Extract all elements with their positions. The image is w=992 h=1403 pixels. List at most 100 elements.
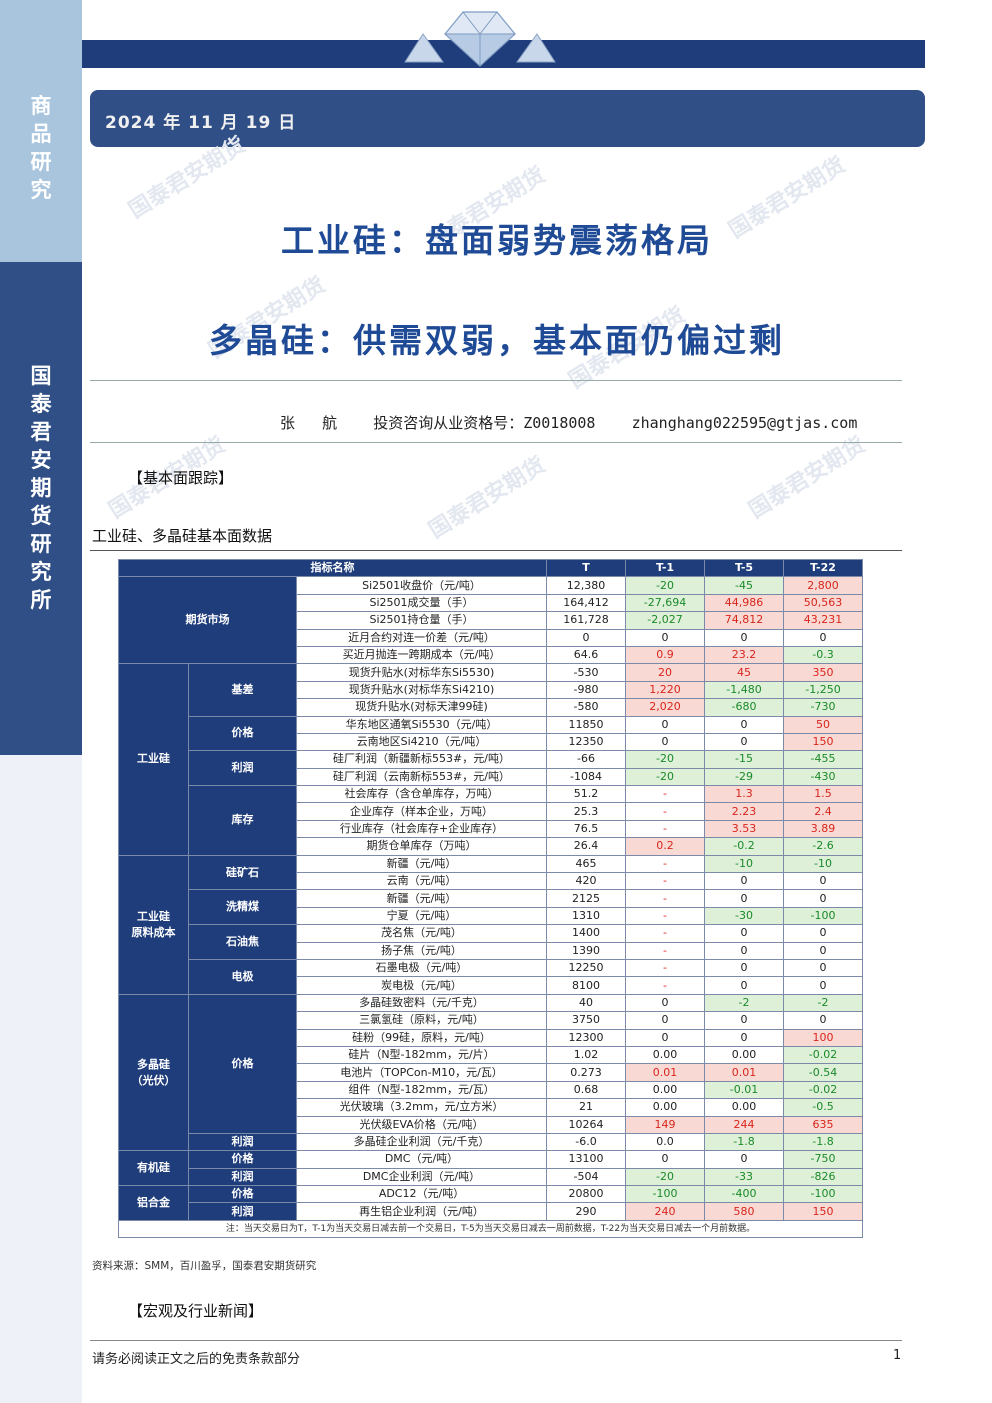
value-t5: 0 [704,872,785,891]
value-t5: 3.53 [704,819,785,839]
value-t: 21 [546,1098,627,1117]
sidebar-char: 品 [30,121,52,146]
subgroup-label: 利润 [188,1202,297,1221]
value-t5: 244 [704,1115,785,1134]
table-row: 硅片（N型-182mm，元/片） 1.02 0.00 0.00 -0.02 [119,1045,864,1065]
group-label: 工业硅 原料成本 [118,854,189,995]
table-row: 企业库存（样本企业，万吨） 25.3-2.23 2.4 [119,802,864,821]
indicator-name: ADC12（元/吨） [295,1185,548,1204]
indicator-name: Si2501成交量（手） [295,593,548,613]
value-t22: 2.4 [783,802,864,821]
value-t5: -33 [704,1167,785,1187]
fundamentals-table: 指标名称 T T-1 T-5 T-22 期货市场 Si2501收盘价（元/吨） 12… [117,558,864,1239]
value-t: 1.02 [546,1045,627,1065]
value-t1: 1,220 [625,680,706,700]
value-t1: 0.00 [625,1045,706,1065]
value-t5: 0 [704,1150,785,1169]
table-row: 工业硅 基差 现货升贴水(对标华东Si5530) -530 20 45 350 [118,663,864,856]
value-t5: -45 [704,576,785,595]
watermark: 国泰君安期货 [424,452,550,544]
value-t22: 50,563 [783,593,864,613]
value-t1: -100 [625,1185,706,1204]
value-t: 0.68 [546,1080,627,1100]
value-t22: -0.02 [783,1045,864,1065]
indicator-name: 炭电极（元/吨） [295,976,548,995]
table-row: 扬子焦（元/吨） 1390-0 0 [119,941,864,960]
table-row: 利润 DMC企业利润（元/吨） -504 -20 -33 -826 [119,1167,864,1187]
value-t5: 0 [704,958,785,978]
table-row: 工业硅 原料成本 硅矿石 新疆（元/吨） 465- -10 -10 [118,854,864,995]
value-t: -530 [546,663,627,682]
value-t1: -27,694 [625,593,706,613]
indicator-name: 云南地区Si4210（元/吨） [295,732,548,752]
table-row: 三氯氢硅（原料，元/吨） 3750 0 0 0 [119,1011,864,1030]
subgroup-label: 价格 [188,715,297,752]
value-t: 40 [546,993,627,1013]
value-t22: 0 [783,628,864,647]
value-t1: 20 [625,663,706,682]
sidebar: 商品研究 国泰君安期货研究所 [0,0,82,1403]
value-t22: -2 [783,993,864,1013]
value-t: 465 [546,854,627,874]
value-t1: 0.00 [625,1080,706,1100]
value-t5: -0.2 [704,837,785,856]
indicator-name: 硅粉（99硅，原料，元/吨） [295,1028,548,1047]
indicator-name: 茂名焦（元/吨） [295,924,548,943]
value-t22: -2.6 [783,837,864,856]
value-t: 51.2 [546,785,627,804]
header-t5: T-5 [704,558,785,578]
value-t: 13100 [546,1150,627,1169]
value-t5: -1,480 [704,680,785,700]
diamond-logo-icon [404,11,556,67]
value-t22: -100 [783,906,864,926]
subgroup-label: 基差 [188,663,297,717]
indicator-name: 硅厂利润（新疆新标553#，元/吨） [295,750,548,769]
indicator-name: 组件（N型-182mm，元/瓦） [295,1080,548,1100]
value-t5: 0.00 [704,1098,785,1117]
table-row: 利润 多晶硅企业利润（元/千克） -6.0 0.0 -1.8 -1.8 [119,1132,864,1152]
value-t5: -30 [704,906,785,926]
indicator-name: 多晶硅企业利润（元/千克） [295,1132,548,1152]
subgroup-label: 洗精煤 [188,889,297,926]
sidebar-char: 究 [30,177,52,202]
table-note: 注：当天交易日为T，T-1为当天交易日减去前一个交易日，T-5为当天交易日减去一… [117,1219,864,1239]
value-t1: 149 [625,1115,706,1134]
data-source: 资料来源：SMM，百川盈孚，国泰君安期货研究 [92,1260,317,1272]
indicator-name: DMC企业利润（元/吨） [295,1167,548,1187]
value-t: -1084 [546,767,627,787]
table-row: 电池片（TOPCon-M10，元/瓦） 0.273 0.01 0.01 -0.54 [119,1063,864,1082]
sidebar-top-block [0,0,82,262]
value-t5: 0 [704,732,785,752]
header-indicator: 指标名称 [117,558,548,578]
value-t: 1400 [546,924,627,943]
page-number: 1 [893,1348,902,1363]
subgroup-label: 库存 [188,785,297,856]
value-t22: 0 [783,872,864,891]
value-t5: 580 [704,1202,785,1221]
indicator-name: 期货仓单库存（万吨） [295,837,548,856]
indicator-name: Si2501持仓量（手） [295,611,548,630]
value-t1: 0 [625,1011,706,1030]
value-t5: -680 [704,698,785,717]
value-t1: - [625,889,706,908]
value-t: 3750 [546,1011,627,1030]
table-row: 有机硅 价格 DMC（元/吨） 13100 0 0 -750 [118,1150,864,1187]
indicator-name: 硅厂利润（云南新标553#，元/吨） [295,767,548,787]
indicator-name: 社会库存（含仓单库存，万吨） [295,785,548,804]
value-t5: -400 [704,1185,785,1204]
sidebar-char: 货 [30,503,52,528]
value-t: -504 [546,1167,627,1187]
value-t5: -15 [704,750,785,769]
table-row: 电极 石墨电极（元/吨） 12250-0 0 [119,958,864,995]
table-note-row: 注：当天交易日为T，T-1为当天交易日减去前一个交易日，T-5为当天交易日减去一… [117,1219,864,1239]
value-t: 76.5 [546,819,627,839]
author-line: 张 航 投资咨询从业资格号：Z0018008 zhanghang022595@g… [280,414,858,432]
value-t5: 0 [704,976,785,995]
indicator-name: 光伏玻璃（3.2mm，元/立方米） [295,1098,548,1117]
value-t1: 240 [625,1202,706,1221]
value-t5: -10 [704,854,785,874]
value-t22: -730 [783,698,864,717]
value-t5: 45 [704,663,785,682]
value-t: 12,380 [546,576,627,595]
title-line-1: 工业硅：盘面弱势震荡格局 [281,221,713,260]
